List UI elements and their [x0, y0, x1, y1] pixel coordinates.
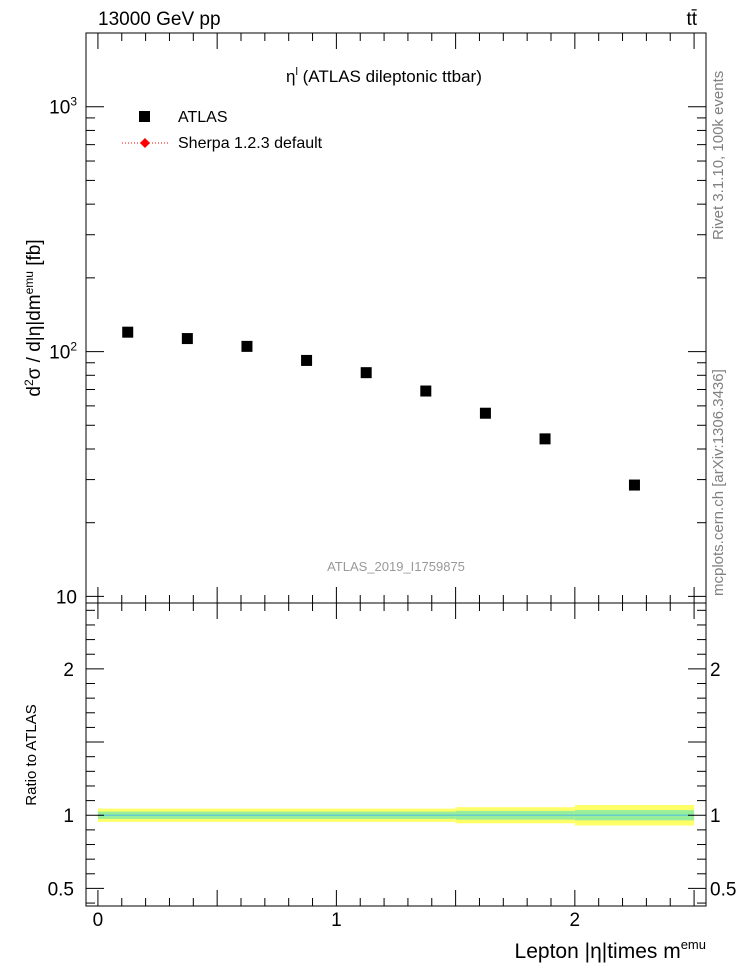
atlas-data-point	[539, 433, 551, 445]
main-x-ticks	[97, 33, 695, 603]
x-tick-label: 1	[331, 910, 342, 931]
ratio-y-tick-label-right: 0.5	[710, 879, 736, 900]
legend: ATLAS Sherpa 1.2.3 default	[122, 109, 323, 152]
main-y-tick-label: 10	[56, 587, 77, 608]
atlas-data-point	[360, 367, 372, 379]
atlas-data-point	[479, 407, 491, 419]
ratio-y-tick-label-right: 2	[710, 660, 721, 681]
atlas-data-point	[241, 340, 253, 352]
main-y-tick-label: 102	[49, 340, 77, 364]
ratio-panel: 0.5 0.5 1 1 2 2 0 1 2 Ratio to ATLAS Lepton |η|…	[23, 602, 736, 963]
ratio-y-ticks: 0.5 0.5 1 1 2 2	[48, 609, 736, 904]
atlas-points	[122, 326, 640, 491]
x-tick-label: 0	[93, 910, 104, 931]
mcplots-label: mcplots.cern.ch [arXiv:1306.3436]	[710, 369, 727, 596]
atlas-data-point	[122, 326, 134, 338]
main-y-tick-label: 103	[49, 95, 77, 119]
ratio-y-axis-label: Ratio to ATLAS	[23, 704, 40, 805]
atlas-data-point	[628, 479, 640, 491]
x-axis-label: Lepton |η|times memu	[515, 937, 706, 963]
legend-sherpa-marker	[140, 138, 150, 148]
legend-atlas-label: ATLAS	[178, 109, 228, 126]
plot-title: ηl (ATLAS dileptonic ttbar)	[286, 66, 482, 86]
ratio-y-tick-label-right: 1	[710, 806, 721, 827]
atlas-data-point	[420, 385, 432, 397]
energy-label: 13000 GeV pp	[98, 9, 221, 30]
legend-atlas-marker	[139, 111, 150, 122]
rivet-label: Rivet 3.1.10, 100k events	[710, 71, 727, 240]
legend-sherpa-label: Sherpa 1.2.3 default	[178, 135, 323, 152]
ratio-y-tick-label: 0.5	[48, 879, 74, 900]
ratio-x-ticks: 0 1 2	[93, 603, 695, 931]
ratio-y-tick-label: 2	[63, 660, 74, 681]
x-tick-label: 2	[570, 910, 581, 931]
ratio-y-tick-label: 1	[63, 806, 74, 827]
atlas-data-point	[181, 333, 193, 345]
process-label: tt̄	[686, 9, 697, 30]
main-panel: 10 102 103 ηl (ATLAS dileptonic ttbar) ATL…	[22, 32, 707, 608]
main-y-axis-label: d2σ / d|η|dmemu [fb]	[22, 239, 45, 396]
atlas-data-point	[301, 354, 313, 366]
main-y-ticks: 10 102 103	[49, 32, 706, 608]
analysis-watermark: ATLAS_2019_I1759875	[327, 559, 465, 574]
ratio-frame	[85, 602, 707, 907]
